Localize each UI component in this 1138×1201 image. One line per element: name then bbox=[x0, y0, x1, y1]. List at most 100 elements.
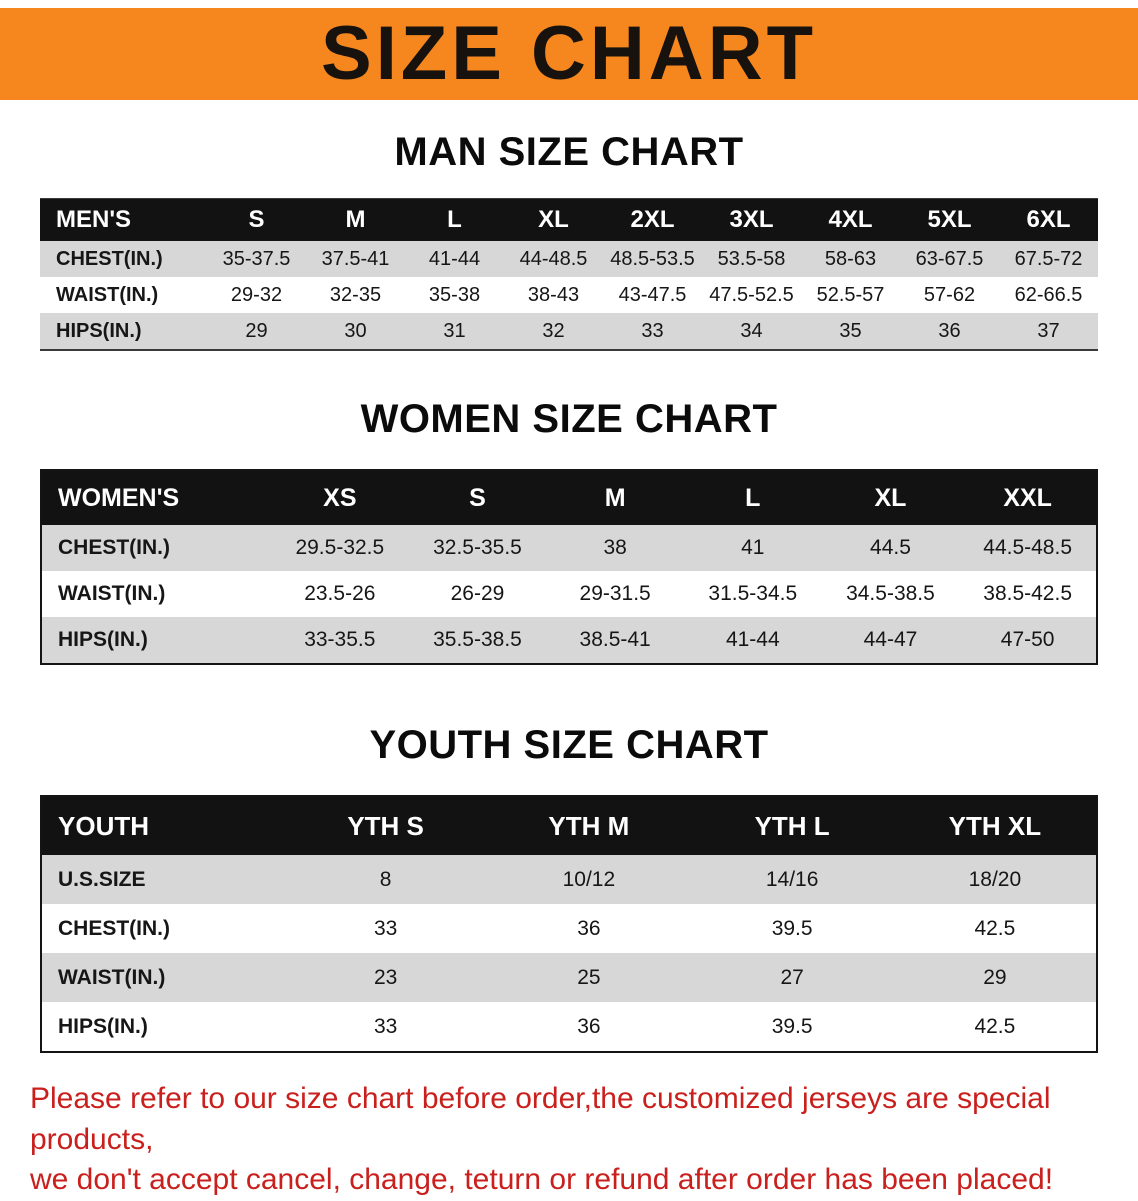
men-size-table: MEN'S S M L XL 2XL 3XL 4XL 5XL 6XL CHEST… bbox=[40, 198, 1098, 351]
women-waist-row: WAIST(IN.) 23.5-26 26-29 29-31.5 31.5-34… bbox=[41, 571, 1097, 617]
table-cell: 67.5-72 bbox=[1014, 247, 1083, 270]
youth-hips-row: HIPS(IN.) 33 36 39.5 42.5 bbox=[41, 1002, 1097, 1052]
row-label: CHEST(IN.) bbox=[56, 247, 163, 270]
table-cell: 44-48.5 bbox=[519, 247, 588, 270]
women-header-row: WOMEN'S XS S M L XL XXL bbox=[41, 470, 1097, 525]
women-column-header: S bbox=[408, 470, 547, 525]
youth-size-table: YOUTH YTH S YTH M YTH L YTH XL U.S.SIZE … bbox=[40, 795, 1098, 1053]
men-header-label: MEN'S bbox=[40, 198, 207, 241]
table-cell: 37.5-41 bbox=[321, 247, 390, 270]
row-label: U.S.SIZE bbox=[58, 867, 146, 891]
table-cell: 36 bbox=[577, 1014, 601, 1038]
table-cell: 58-63 bbox=[824, 247, 877, 270]
table-cell: 41-44 bbox=[428, 247, 481, 270]
table-cell: 48.5-53.5 bbox=[610, 247, 695, 270]
men-column-header: 4XL bbox=[801, 198, 900, 241]
table-cell: 38.5-42.5 bbox=[983, 582, 1073, 605]
table-cell: 23 bbox=[373, 965, 398, 989]
youth-section: YOUTH SIZE CHART YOUTH YTH S YTH M YTH L… bbox=[0, 721, 1138, 1053]
table-cell: 32-35 bbox=[329, 283, 382, 306]
youth-ussize-row: U.S.SIZE 8 10/12 14/16 18/20 bbox=[41, 855, 1097, 904]
row-label: CHEST(IN.) bbox=[58, 916, 170, 940]
table-cell: 26-29 bbox=[450, 582, 505, 605]
table-cell: 42.5 bbox=[974, 1014, 1016, 1038]
table-cell: 35-38 bbox=[428, 283, 481, 306]
men-column-header: S bbox=[207, 198, 306, 241]
footer-note-line-1: Please refer to our size chart before or… bbox=[30, 1082, 1051, 1156]
table-cell: 44-47 bbox=[863, 628, 918, 651]
women-column-header: XXL bbox=[959, 470, 1097, 525]
table-cell: 42.5 bbox=[974, 916, 1016, 940]
table-cell: 18/20 bbox=[968, 867, 1022, 891]
men-header-row: MEN'S S M L XL 2XL 3XL 4XL 5XL 6XL bbox=[40, 198, 1098, 241]
table-cell: 27 bbox=[780, 965, 804, 989]
table-cell: 47.5-52.5 bbox=[709, 283, 794, 306]
footer-note: Please refer to our size chart before or… bbox=[30, 1079, 1118, 1201]
table-cell: 31 bbox=[443, 319, 466, 342]
women-section: WOMEN SIZE CHART WOMEN'S XS S M L XL XXL… bbox=[0, 395, 1138, 665]
footer-note-line-2: we don't accept cancel, change, teturn o… bbox=[30, 1163, 1054, 1196]
table-cell: 34 bbox=[740, 319, 763, 342]
table-cell: 33 bbox=[373, 1014, 398, 1038]
youth-column-header: YTH L bbox=[690, 796, 894, 855]
table-cell: 44.5-48.5 bbox=[983, 536, 1073, 559]
table-cell: 14/16 bbox=[765, 867, 819, 891]
men-hips-row: HIPS(IN.) 29 30 31 32 33 34 35 36 37 bbox=[40, 313, 1098, 350]
table-cell: 23.5-26 bbox=[304, 582, 376, 605]
women-column-header: M bbox=[546, 470, 684, 525]
youth-header-row: YOUTH YTH S YTH M YTH L YTH XL bbox=[41, 796, 1097, 855]
table-cell: 30 bbox=[344, 319, 367, 342]
table-cell: 29-31.5 bbox=[579, 582, 651, 605]
table-cell: 25 bbox=[577, 965, 601, 989]
banner: SIZE CHART bbox=[0, 8, 1138, 100]
table-cell: 36 bbox=[577, 916, 601, 940]
table-cell: 35-37.5 bbox=[222, 247, 291, 270]
table-cell: 35 bbox=[839, 319, 862, 342]
table-cell: 37 bbox=[1037, 319, 1060, 342]
table-cell: 29.5-32.5 bbox=[295, 536, 385, 559]
women-section-title: WOMEN SIZE CHART bbox=[360, 397, 778, 441]
table-cell: 62-66.5 bbox=[1014, 283, 1083, 306]
table-cell: 33-35.5 bbox=[304, 628, 376, 651]
table-cell: 63-67.5 bbox=[915, 247, 984, 270]
table-cell: 8 bbox=[379, 867, 392, 891]
table-cell: 35.5-38.5 bbox=[433, 628, 522, 651]
women-column-header: XS bbox=[271, 470, 409, 525]
table-cell: 38.5-41 bbox=[579, 628, 651, 651]
men-column-header: M bbox=[306, 198, 405, 241]
men-column-header: XL bbox=[504, 198, 603, 241]
table-cell: 41 bbox=[741, 536, 765, 559]
women-chest-row: CHEST(IN.) 29.5-32.5 32.5-35.5 38 41 44.… bbox=[41, 525, 1097, 571]
youth-column-header: YTH M bbox=[487, 796, 691, 855]
men-chest-row: CHEST(IN.) 35-37.5 37.5-41 41-44 44-48.5… bbox=[40, 241, 1098, 277]
table-cell: 32 bbox=[542, 319, 565, 342]
table-cell: 10/12 bbox=[562, 867, 616, 891]
youth-waist-row: WAIST(IN.) 23 25 27 29 bbox=[41, 953, 1097, 1002]
row-label: WAIST(IN.) bbox=[56, 283, 159, 306]
women-header-label: WOMEN'S bbox=[41, 470, 271, 525]
men-column-header: L bbox=[405, 198, 504, 241]
table-cell: 52.5-57 bbox=[816, 283, 885, 306]
table-cell: 43-47.5 bbox=[618, 283, 687, 306]
table-cell: 47-50 bbox=[1000, 628, 1055, 651]
table-cell: 33 bbox=[641, 319, 664, 342]
women-size-table: WOMEN'S XS S M L XL XXL CHEST(IN.) 29.5-… bbox=[40, 469, 1098, 665]
row-label: WAIST(IN.) bbox=[58, 582, 166, 605]
women-column-header: XL bbox=[821, 470, 960, 525]
row-label: WAIST(IN.) bbox=[58, 965, 166, 989]
men-column-header: 5XL bbox=[900, 198, 999, 241]
men-section-title: MAN SIZE CHART bbox=[394, 130, 744, 174]
row-label: HIPS(IN.) bbox=[56, 319, 142, 342]
table-cell: 29-32 bbox=[230, 283, 283, 306]
table-cell: 53.5-58 bbox=[717, 247, 786, 270]
youth-header-label: YOUTH bbox=[41, 796, 284, 855]
row-label: HIPS(IN.) bbox=[58, 628, 148, 651]
youth-column-header: YTH S bbox=[284, 796, 488, 855]
table-cell: 33 bbox=[373, 916, 398, 940]
women-column-header: L bbox=[683, 470, 822, 525]
table-cell: 34.5-38.5 bbox=[846, 582, 935, 605]
table-cell: 38 bbox=[603, 536, 627, 559]
table-cell: 41-44 bbox=[725, 628, 780, 651]
row-label: HIPS(IN.) bbox=[58, 1014, 148, 1038]
men-waist-row: WAIST(IN.) 29-32 32-35 35-38 38-43 43-47… bbox=[40, 277, 1098, 313]
